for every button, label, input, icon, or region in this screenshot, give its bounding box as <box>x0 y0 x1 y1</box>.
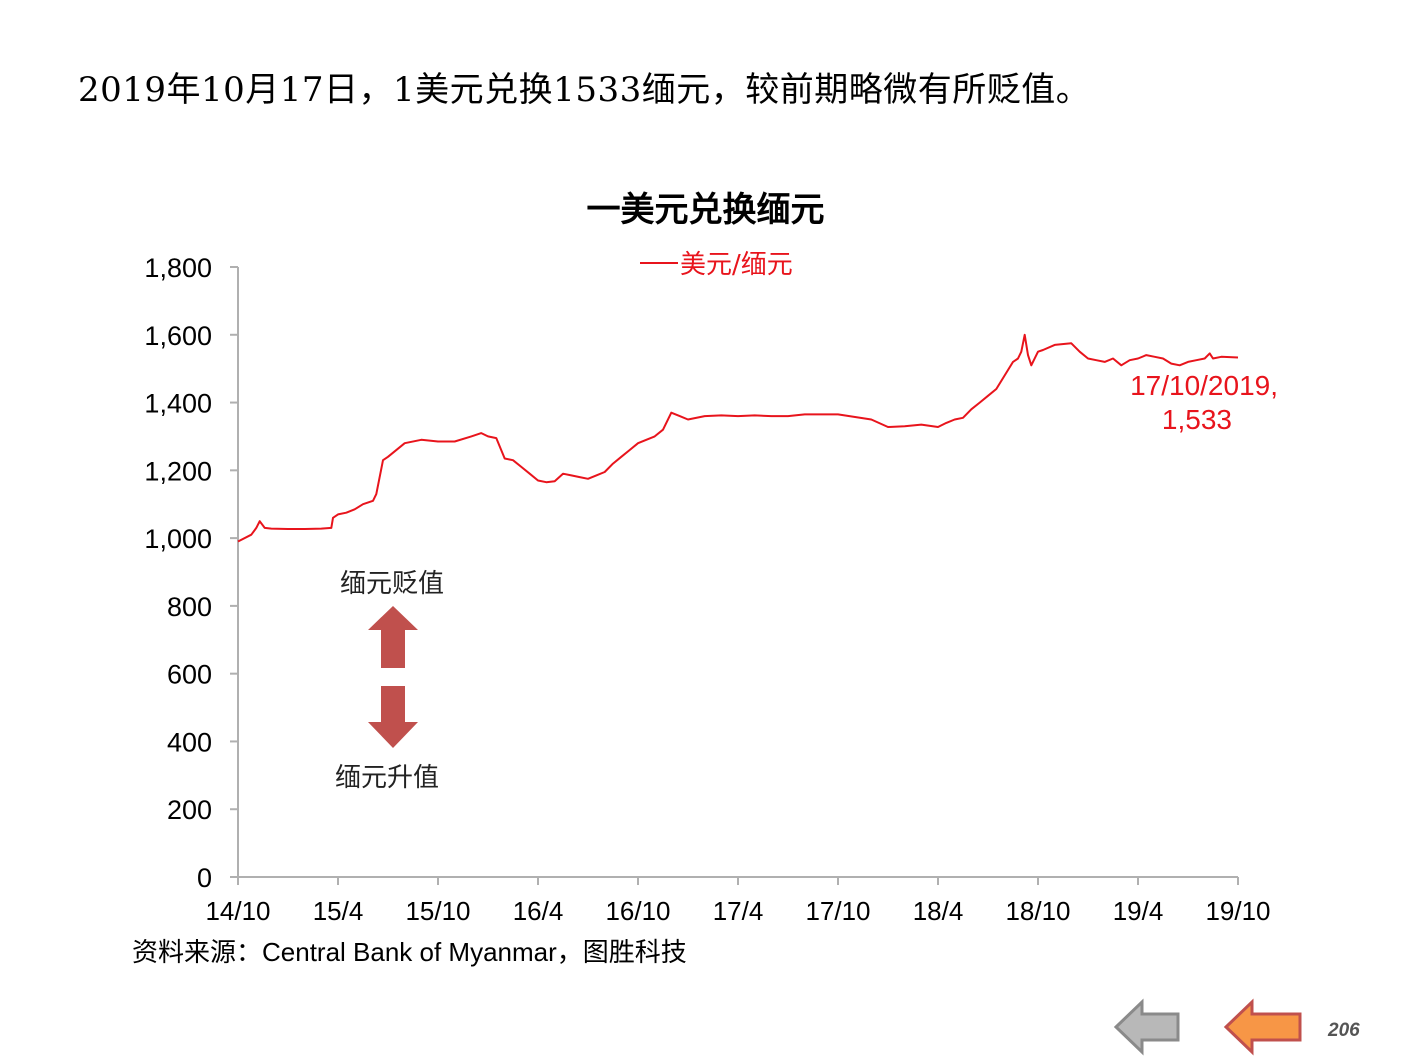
x-tick-label: 15/4 <box>313 896 364 926</box>
x-tick-label: 18/4 <box>913 896 964 926</box>
y-tick-label: 1,400 <box>144 389 212 419</box>
y-tick-label: 800 <box>167 592 212 622</box>
chart-ticks: 0 200 400 600 800 1,000 1,200 1,400 1,600 1,800 14… <box>144 253 1270 926</box>
up-arrow-icon <box>368 606 418 668</box>
end-point-value-label: 1,533 <box>1162 404 1232 435</box>
y-tick-label: 1,800 <box>144 253 212 283</box>
y-tick-label: 1,000 <box>144 524 212 554</box>
x-tick-label: 17/4 <box>713 896 764 926</box>
depreciation-label: 缅元贬值 <box>340 569 444 599</box>
end-point-annotation: 17/10/2019, 1,533 <box>1130 370 1278 435</box>
x-tick-label: 17/10 <box>805 896 870 926</box>
y-tick-label: 400 <box>167 727 212 757</box>
gray-left-arrow-icon <box>1113 998 1180 1056</box>
y-tick-label: 1,600 <box>144 321 212 351</box>
x-tick-label: 18/10 <box>1005 896 1070 926</box>
page-headline: 2019年10月17日，1美元兑换1533缅元，较前期略微有所贬值。 <box>78 70 1091 110</box>
series-line-0 <box>237 333 1239 543</box>
appreciation-label: 缅元升值 <box>335 763 439 793</box>
chart-title: 一美元兑换缅元 <box>586 190 825 230</box>
down-arrow-icon <box>368 686 418 748</box>
chart-series <box>237 333 1239 543</box>
y-tick-label: 200 <box>167 795 212 825</box>
data-source-note: 资料来源：Central Bank of Myanmar，图胜科技 <box>132 937 687 967</box>
legend-label: 美元/缅元 <box>680 250 793 280</box>
end-point-date-label: 17/10/2019, <box>1130 370 1278 401</box>
x-tick-label: 19/4 <box>1113 896 1164 926</box>
y-tick-label: 1,200 <box>144 456 212 486</box>
x-tick-label: 16/4 <box>513 896 564 926</box>
x-tick-label: 16/10 <box>605 896 670 926</box>
orange-left-arrow-icon <box>1223 998 1302 1056</box>
depreciation-annotation: 缅元贬值 缅元升值 <box>335 569 444 793</box>
chart-legend: 美元/缅元 <box>640 250 793 280</box>
y-tick-label: 0 <box>197 863 212 893</box>
next-page-button[interactable] <box>1222 998 1304 1056</box>
x-tick-label: 15/10 <box>405 896 470 926</box>
page-number: 206 <box>1328 1020 1360 1041</box>
x-tick-label: 14/10 <box>205 896 270 926</box>
previous-page-button[interactable] <box>1112 998 1194 1056</box>
y-tick-label: 600 <box>167 660 212 690</box>
x-tick-label: 19/10 <box>1205 896 1270 926</box>
